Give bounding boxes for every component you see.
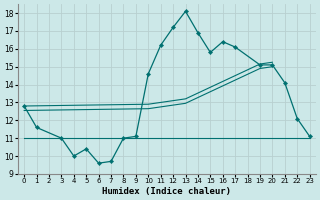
X-axis label: Humidex (Indice chaleur): Humidex (Indice chaleur) xyxy=(102,187,231,196)
